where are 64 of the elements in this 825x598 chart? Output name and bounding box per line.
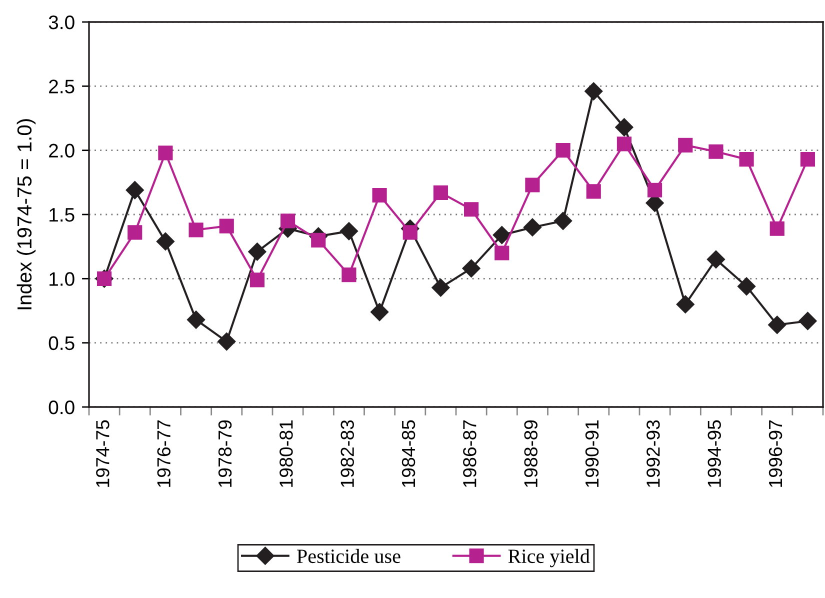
y-tick-label: 2.0 bbox=[49, 144, 74, 158]
x-tick-label: 1976-77 bbox=[157, 420, 170, 487]
point bbox=[432, 278, 450, 297]
point bbox=[311, 232, 326, 248]
y-tick-label: 0.5 bbox=[48, 336, 74, 350]
point bbox=[768, 316, 786, 334]
y-tick-label: 2.5 bbox=[49, 80, 74, 94]
x-tick-label: 1990-91 bbox=[585, 420, 599, 487]
point bbox=[492, 226, 511, 244]
point bbox=[494, 246, 510, 260]
point bbox=[464, 202, 479, 217]
x-tick-label: 1982-83 bbox=[340, 420, 354, 487]
point bbox=[738, 277, 756, 296]
point bbox=[462, 259, 480, 278]
point bbox=[250, 272, 264, 288]
point bbox=[584, 82, 603, 100]
point bbox=[798, 312, 817, 330]
y-tick-label: 0.0 bbox=[48, 400, 74, 414]
point bbox=[219, 218, 234, 234]
point bbox=[126, 181, 144, 200]
point bbox=[648, 182, 662, 198]
point bbox=[342, 268, 356, 282]
x-tick-label: 1978-79 bbox=[218, 420, 232, 487]
point bbox=[372, 188, 387, 203]
point bbox=[616, 136, 632, 152]
point bbox=[402, 225, 418, 240]
point bbox=[554, 212, 572, 230]
point bbox=[158, 146, 173, 160]
point bbox=[188, 222, 204, 238]
x-tick-label: 1992-93 bbox=[646, 420, 660, 487]
point bbox=[523, 218, 542, 236]
x-tick-label: 1986-87 bbox=[463, 420, 476, 487]
point bbox=[586, 184, 601, 199]
point bbox=[770, 221, 784, 236]
point bbox=[433, 185, 448, 200]
point bbox=[156, 232, 174, 250]
point bbox=[615, 118, 634, 136]
point bbox=[128, 225, 142, 240]
x-tick-label: 1974-75 bbox=[96, 420, 110, 487]
x-tick-label: 1980-81 bbox=[280, 420, 293, 487]
point bbox=[800, 152, 815, 167]
y-tick-label: 3.0 bbox=[48, 15, 74, 30]
x-tick-label: 1984-85 bbox=[402, 420, 416, 487]
y-axis-title: Index (1974-75 = 1.0) bbox=[16, 119, 36, 310]
legend-label: Rice yield bbox=[508, 548, 590, 568]
legend-label: Pesticide use bbox=[296, 548, 400, 564]
point bbox=[218, 332, 236, 351]
point bbox=[340, 222, 358, 240]
point bbox=[676, 295, 694, 314]
point bbox=[708, 144, 724, 159]
y-tick-label: 1.0 bbox=[50, 272, 74, 286]
point bbox=[370, 302, 389, 322]
x-tick-label: 1988-89 bbox=[524, 420, 538, 487]
point bbox=[556, 143, 570, 158]
point bbox=[248, 242, 266, 261]
point bbox=[678, 138, 693, 152]
x-tick-label: 1996-97 bbox=[768, 420, 782, 487]
point bbox=[187, 310, 206, 329]
point bbox=[706, 250, 725, 268]
point bbox=[525, 178, 540, 192]
point bbox=[280, 214, 296, 228]
point bbox=[739, 152, 754, 167]
y-tick-label: 1.5 bbox=[50, 208, 74, 222]
x-tick-label: 1994-95 bbox=[708, 420, 721, 487]
